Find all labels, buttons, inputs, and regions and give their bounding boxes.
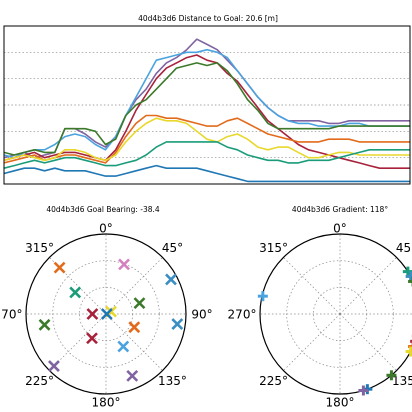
- distance-series-line: [3, 48, 410, 159]
- polar-tick-label: 135°: [158, 374, 187, 388]
- gradient-chart-title: 40d4b3d6 Gradient: 118°: [292, 205, 388, 214]
- distance-line-chart: [3, 25, 411, 185]
- line-chart-title: 40d4b3d6 Distance to Goal: 20.6 [m]: [138, 14, 278, 23]
- polar-point-marker: [118, 258, 130, 271]
- polar-point-marker: [171, 318, 184, 330]
- polar-grid-spoke: [339, 257, 397, 315]
- polar-point-marker: [408, 341, 412, 352]
- polar-point-marker: [86, 308, 99, 320]
- polar-grid-spoke: [283, 257, 341, 315]
- polar-point-marker: [38, 318, 51, 331]
- polar-point-marker: [405, 346, 412, 357]
- polar-tick-label: 225°: [25, 374, 54, 388]
- polar-point-marker: [165, 273, 177, 286]
- polar-point-marker: [117, 340, 130, 353]
- line-chart-frame: [3, 25, 411, 185]
- distance-series-line: [3, 117, 410, 162]
- polar-point-marker: [69, 286, 82, 299]
- distance-series-line: [3, 164, 410, 183]
- polar-point-marker: [257, 291, 268, 302]
- polar-point-marker: [126, 369, 139, 382]
- polar-tick-label: 225°: [259, 374, 288, 388]
- polar-frame: [259, 233, 412, 395]
- polar-grid-spoke: [339, 313, 397, 371]
- polar-tick-label: 90°: [191, 308, 212, 322]
- polar-point-marker: [358, 385, 369, 396]
- polar-tick-label: 0°: [99, 222, 113, 236]
- polar-point-marker: [405, 271, 412, 282]
- bearing-polar-chart: 0° 45° 90° 135° 180° 225° 270° 315°: [0, 222, 213, 410]
- gradient-polar-chart: 0°45°90°135°180°225°270°315°: [228, 222, 412, 410]
- polar-tick-label: 315°: [25, 241, 54, 255]
- polar-point-marker: [386, 370, 397, 381]
- polar-grid-ring: [52, 260, 160, 368]
- distance-series-line: [3, 114, 410, 164]
- polar-tick-label: 135°: [392, 374, 412, 388]
- polar-point-marker: [48, 360, 60, 372]
- polar-point-marker: [86, 332, 98, 345]
- polar-tick-label: 45°: [162, 241, 183, 255]
- polar-frame: [25, 233, 187, 395]
- polar-tick-label: 180°: [326, 396, 355, 410]
- polar-point-marker: [133, 297, 146, 310]
- polar-point-marker: [128, 321, 141, 334]
- distance-series-line: [3, 54, 410, 169]
- polar-tick-label: 180°: [92, 396, 121, 410]
- polar-tick-label: 270°: [0, 308, 22, 322]
- polar-grid-spoke: [105, 257, 163, 315]
- polar-tick-label: 270°: [228, 308, 257, 322]
- polar-tick-label: 0°: [333, 222, 347, 236]
- polar-point-marker: [100, 308, 113, 320]
- distance-series-line: [3, 62, 410, 156]
- polar-grid-ring: [286, 260, 394, 368]
- polar-tick-label: 315°: [259, 241, 288, 255]
- polar-point-marker: [53, 261, 66, 274]
- polar-point-marker: [408, 276, 412, 287]
- polar-grid-spoke: [105, 313, 163, 371]
- polar-tick-label: 45°: [396, 241, 412, 255]
- bearing-chart-title: 40d4b3d6 Goal Bearing: -38.4: [46, 205, 160, 214]
- distance-series-line: [3, 141, 410, 169]
- polar-grid-spoke: [283, 313, 341, 371]
